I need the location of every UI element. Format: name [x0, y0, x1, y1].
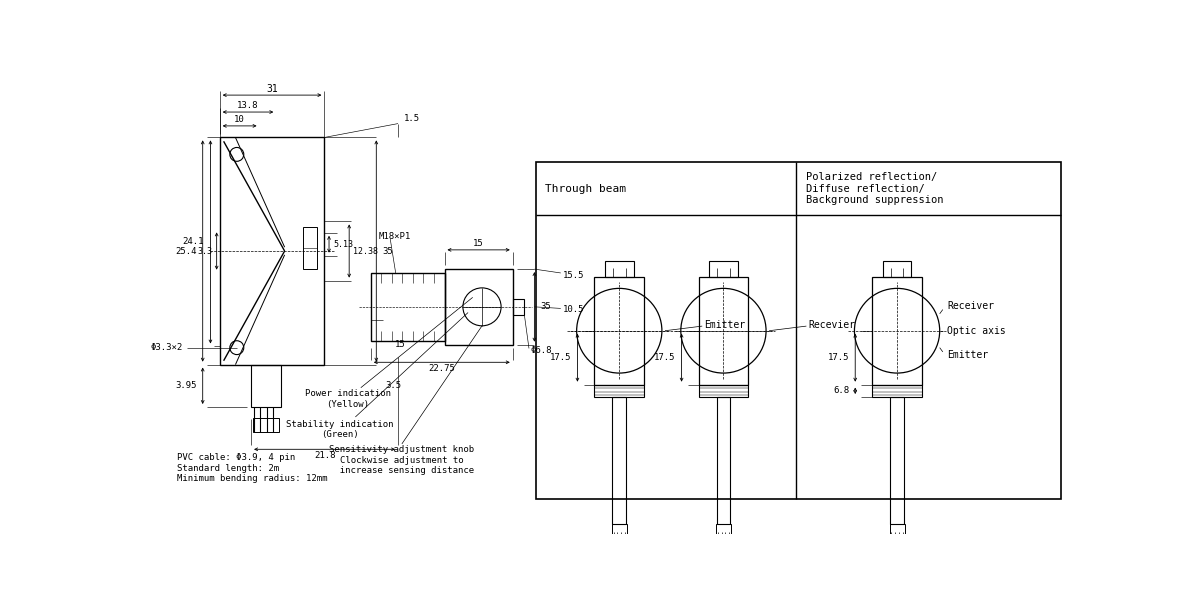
Text: Recevier: Recevier [809, 320, 856, 329]
Bar [698, 277, 749, 385]
Bar [612, 397, 626, 524]
Bar [698, 385, 749, 397]
Text: 13.8: 13.8 [238, 101, 259, 110]
Text: 17.5: 17.5 [550, 353, 571, 362]
Text: 15: 15 [395, 340, 406, 349]
Bar [594, 277, 644, 385]
Text: 12.38: 12.38 [353, 247, 378, 256]
Bar [536, 162, 1062, 499]
Bar [612, 524, 626, 536]
Text: Stability indication
(Green): Stability indication (Green) [286, 420, 394, 439]
Text: 5.13: 5.13 [332, 240, 353, 249]
Text: 21.8: 21.8 [314, 451, 335, 460]
Text: 15: 15 [473, 239, 484, 248]
Bar [251, 365, 281, 407]
Bar [371, 273, 444, 341]
Bar [883, 262, 911, 277]
Bar [872, 385, 922, 397]
Text: 22.75: 22.75 [428, 364, 455, 373]
Bar [605, 262, 634, 277]
Text: Φ3.3×2: Φ3.3×2 [150, 343, 182, 352]
Text: 6.8: 6.8 [833, 386, 850, 395]
Text: 24.1: 24.1 [182, 238, 204, 247]
Text: 35: 35 [383, 247, 394, 256]
Bar [709, 262, 738, 277]
Text: Sensitivity adjustment knob
Clockwise adjustment to
  increase sensing distance: Sensitivity adjustment knob Clockwise ad… [329, 445, 474, 475]
Text: Φ6.8: Φ6.8 [530, 346, 552, 355]
Bar [302, 227, 317, 269]
Bar [594, 385, 644, 397]
Text: Power indication
(Yellow): Power indication (Yellow) [305, 389, 391, 409]
Text: Receiver: Receiver [948, 301, 995, 311]
Bar [889, 524, 905, 536]
Text: M18×P1: M18×P1 [379, 232, 410, 241]
Text: Optic axis: Optic axis [948, 326, 1006, 336]
Text: 25.4: 25.4 [175, 247, 197, 256]
Text: Emitter: Emitter [948, 350, 989, 360]
Bar [716, 397, 731, 524]
Bar [512, 299, 524, 314]
Text: 3.5: 3.5 [385, 381, 402, 390]
Text: 10: 10 [234, 115, 245, 124]
Text: PVC cable: Φ3.9, 4 pin
Standard length: 2m
Minimum bending radius: 12mm: PVC cable: Φ3.9, 4 pin Standard length: … [178, 453, 328, 483]
Text: 3.95: 3.95 [175, 381, 197, 390]
Bar [220, 137, 324, 365]
Text: 31: 31 [266, 84, 278, 94]
Text: Polarized reflection/
Diffuse reflection/
Background suppression: Polarized reflection/ Diffuse reflection… [805, 172, 943, 205]
Bar [444, 269, 512, 344]
Text: 17.5: 17.5 [654, 353, 676, 362]
Text: 35: 35 [541, 302, 551, 311]
Text: Through beam: Through beam [545, 184, 626, 194]
Text: 1.5: 1.5 [404, 113, 420, 122]
Bar [716, 524, 731, 536]
Text: 10.5: 10.5 [563, 305, 584, 314]
Text: Emitter: Emitter [704, 320, 745, 329]
Text: 3.3: 3.3 [198, 247, 212, 256]
Bar [872, 277, 922, 385]
Bar [253, 418, 280, 431]
Text: 15.5: 15.5 [563, 271, 584, 280]
Bar [890, 397, 904, 524]
Text: 17.5: 17.5 [828, 353, 850, 362]
